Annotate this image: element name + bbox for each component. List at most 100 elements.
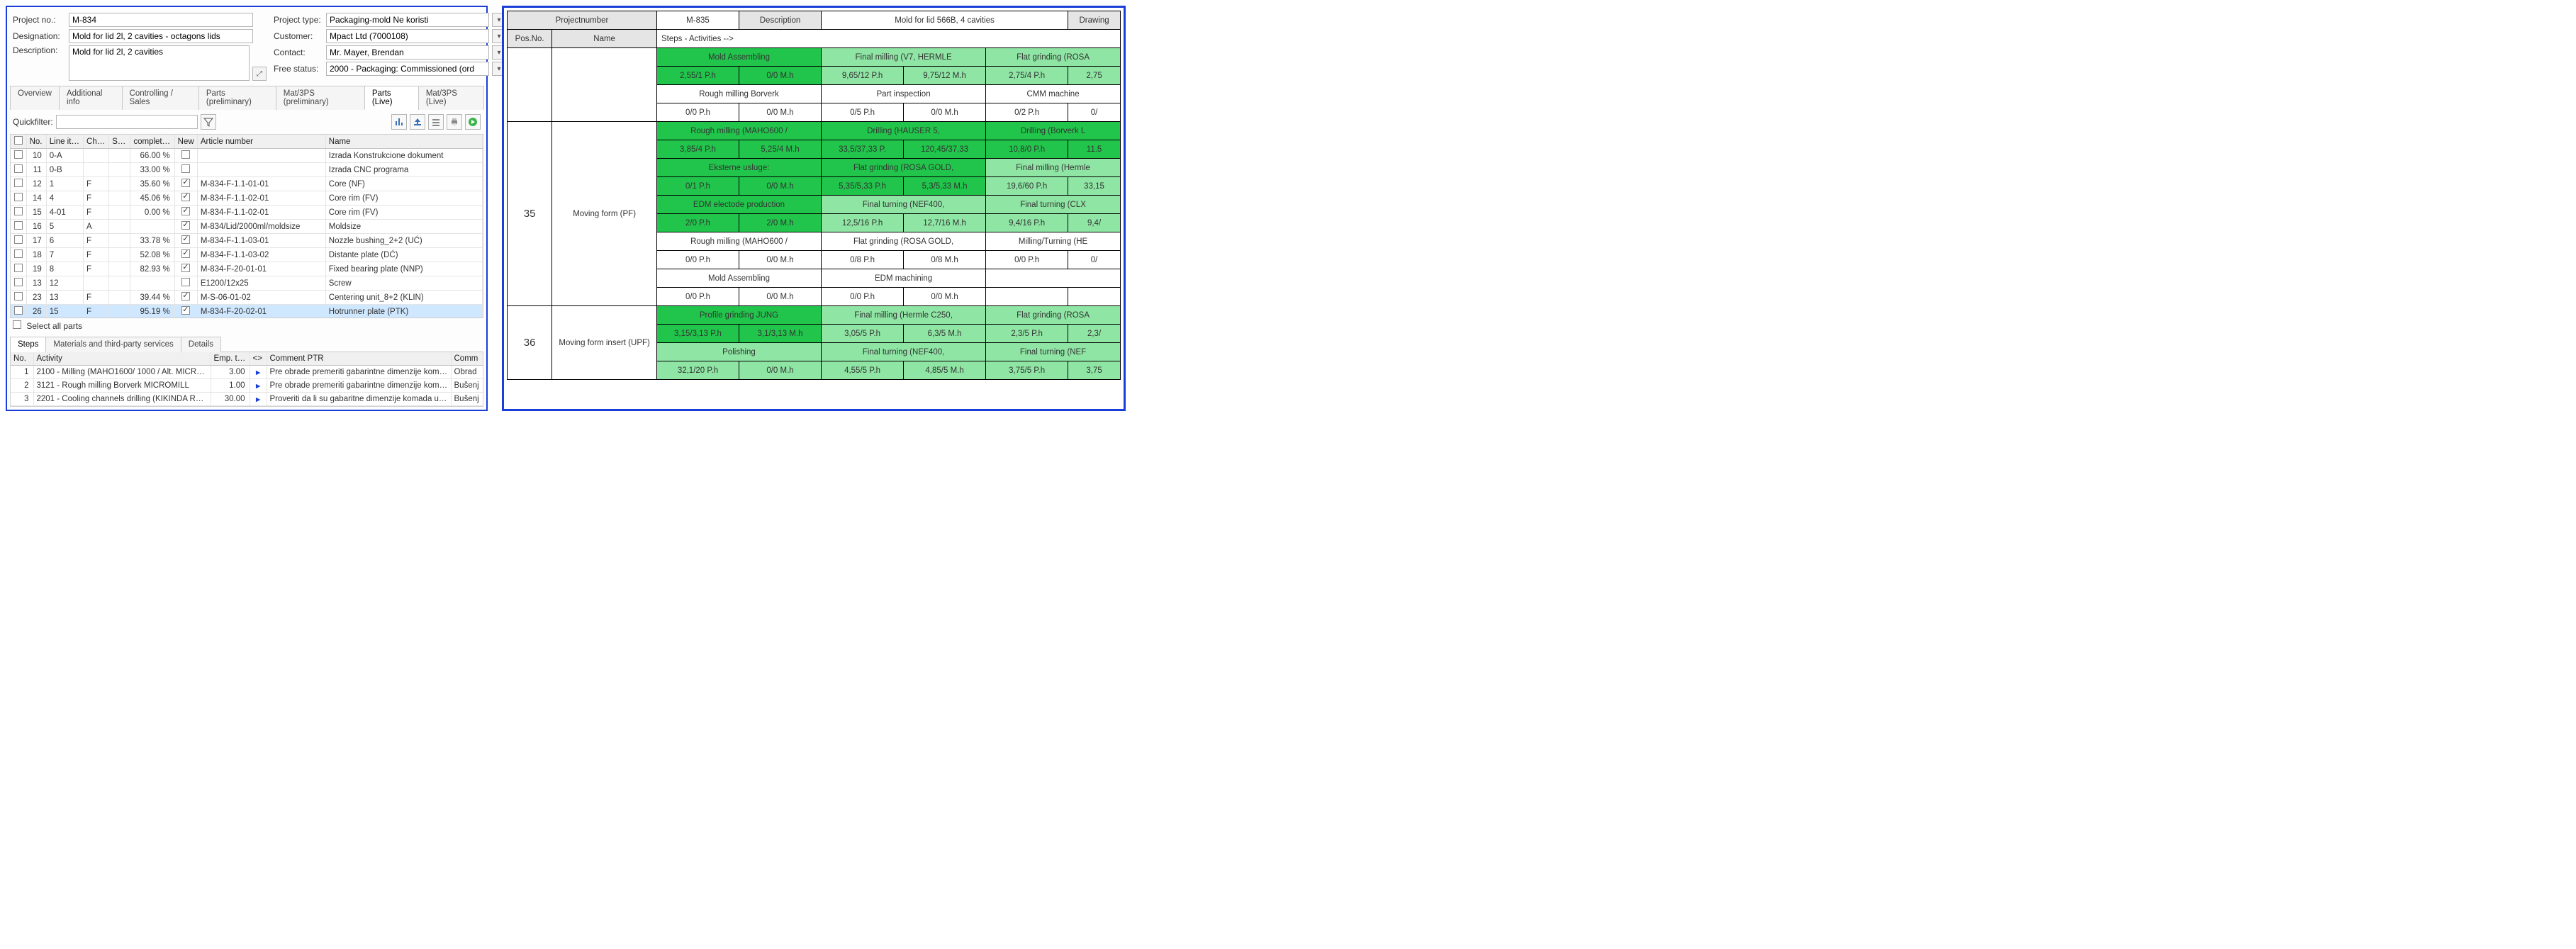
activity-cell: Final milling (Hermle C250, <box>822 306 986 325</box>
activity-cell: 5,3/5,33 M.h <box>904 177 986 196</box>
col-header[interactable]: Cha… <box>84 135 109 149</box>
customer-input[interactable] <box>326 29 489 43</box>
filter-icon[interactable] <box>201 114 216 130</box>
new-checkbox[interactable] <box>181 164 190 173</box>
row-checkbox[interactable] <box>14 193 23 201</box>
tab-additional-info[interactable]: Additional info <box>59 86 123 110</box>
step-col-header[interactable]: Activity <box>33 352 211 365</box>
step-row[interactable]: 12100 - Milling (MAHO1600/ 1000 / Alt. M… <box>11 365 483 378</box>
projecttype-input[interactable] <box>326 13 489 27</box>
subtab-steps[interactable]: Steps <box>10 337 46 352</box>
new-checkbox[interactable] <box>181 207 190 215</box>
select-all-checkbox[interactable] <box>13 320 21 329</box>
step-row[interactable]: 23121 - Rough milling Borverk MICROMILL1… <box>11 378 483 392</box>
row-checkbox[interactable] <box>14 221 23 230</box>
freestatus-input[interactable] <box>326 62 489 76</box>
new-checkbox[interactable] <box>181 264 190 272</box>
activity-cell: 3,85/4 P.h <box>656 140 739 159</box>
description-textarea[interactable] <box>69 45 250 81</box>
contact-label: Contact: <box>274 47 323 57</box>
activity-cell: Mold Assembling <box>656 48 821 67</box>
play-icon[interactable] <box>465 114 481 130</box>
table-row[interactable]: 187F52.08 %M-834-F-1.1-03-02Distante pla… <box>11 248 483 262</box>
new-checkbox[interactable] <box>181 235 190 244</box>
tab-controlling-sales[interactable]: Controlling / Sales <box>122 86 199 110</box>
col-header[interactable] <box>11 135 26 149</box>
header-checkbox[interactable] <box>14 136 23 145</box>
step-col-header[interactable]: Comm <box>451 352 483 365</box>
row-checkbox[interactable] <box>14 164 23 173</box>
table-row[interactable]: 1312E1200/12x25Screw <box>11 276 483 291</box>
sub-tabs: StepsMaterials and third-party servicesD… <box>10 336 483 352</box>
table-row[interactable]: 2615F95.19 %M-834-F-20-02-01Hotrunner pl… <box>11 305 483 319</box>
row-checkbox[interactable] <box>14 150 23 159</box>
activity-cell: 12,5/16 P.h <box>822 214 904 232</box>
row-checkbox[interactable] <box>14 278 23 286</box>
row-checkbox[interactable] <box>14 235 23 244</box>
project-form-panel: Project no.: Designation: Description: ⤢… <box>6 6 488 411</box>
new-checkbox[interactable] <box>181 221 190 230</box>
row-checkbox[interactable] <box>14 306 23 315</box>
tab-mat-3ps-live-[interactable]: Mat/3PS (Live) <box>418 86 484 110</box>
activity-cell: 5,35/5,33 P.h <box>822 177 904 196</box>
step-col-header[interactable]: Comment PTR <box>267 352 451 365</box>
row-checkbox[interactable] <box>14 207 23 215</box>
table-row[interactable]: 144F45.06 %M-834-F-1.1-02-01Core rim (FV… <box>11 191 483 206</box>
step-col-header[interactable]: <> <box>250 352 267 365</box>
col-header[interactable]: Name <box>325 135 482 149</box>
tab-parts-preliminary-[interactable]: Parts (preliminary) <box>198 86 276 110</box>
row-checkbox[interactable] <box>14 292 23 301</box>
activity-cell: 19,6/60 P.h <box>986 177 1068 196</box>
activity-cell: 2,3/ <box>1068 325 1121 343</box>
export-icon[interactable] <box>410 114 425 130</box>
col-header[interactable]: No. <box>26 135 46 149</box>
designation-input[interactable] <box>69 29 253 43</box>
step-row[interactable]: 32201 - Cooling channels drilling (KIKIN… <box>11 392 483 405</box>
select-all-row[interactable]: Select all parts <box>10 318 483 333</box>
parts-grid[interactable]: No.Line ite…Cha…Sh…complete…NewArticle n… <box>10 134 483 318</box>
tab-overview[interactable]: Overview <box>10 86 60 110</box>
new-checkbox[interactable] <box>181 278 190 286</box>
print-icon[interactable] <box>447 114 462 130</box>
activity-cell: 0/5 P.h <box>822 103 904 122</box>
description-expand-icon[interactable]: ⤢ <box>252 67 267 81</box>
subtab-details[interactable]: Details <box>181 337 221 352</box>
new-checkbox[interactable] <box>181 179 190 187</box>
activity-cell: 9,75/12 M.h <box>904 67 986 85</box>
chart-icon[interactable] <box>391 114 407 130</box>
col-header[interactable]: Article number <box>197 135 325 149</box>
table-row[interactable]: 121F35.60 %M-834-F-1.1-01-01Core (NF) <box>11 177 483 191</box>
table-row[interactable]: 2313F39.44 %M-S-06-01-02Centering unit_8… <box>11 291 483 305</box>
col-header[interactable]: New <box>174 135 197 149</box>
col-header[interactable]: Line ite… <box>46 135 83 149</box>
table-row[interactable]: 176F33.78 %M-834-F-1.1-03-01Nozzle bushi… <box>11 234 483 248</box>
table-row[interactable]: 154-01F0.00 %M-834-F-1.1-02-01Core rim (… <box>11 206 483 220</box>
activity-cell: 2,75/4 P.h <box>986 67 1068 85</box>
col-header[interactable]: complete… <box>130 135 174 149</box>
new-checkbox[interactable] <box>181 249 190 258</box>
contact-input[interactable] <box>326 45 489 60</box>
new-checkbox[interactable] <box>181 193 190 201</box>
new-checkbox[interactable] <box>181 150 190 159</box>
table-row[interactable]: 165AM-834/Lid/2000ml/moldsizeMoldsize <box>11 220 483 234</box>
steps-grid[interactable]: No.ActivityEmp. ti…<>Comment PTRComm1210… <box>10 352 483 407</box>
new-checkbox[interactable] <box>181 306 190 315</box>
list-icon[interactable] <box>428 114 444 130</box>
quickfilter-input[interactable] <box>56 115 198 129</box>
activity-cell: Final milling (V7, HERMLE <box>822 48 986 67</box>
row-checkbox[interactable] <box>14 249 23 258</box>
table-row[interactable]: 110-B33.00 %Izrada CNC programa <box>11 163 483 177</box>
row-checkbox[interactable] <box>14 179 23 187</box>
step-col-header[interactable]: No. <box>11 352 33 365</box>
projectno-input[interactable] <box>69 13 253 27</box>
step-col-header[interactable]: Emp. ti… <box>211 352 250 365</box>
activity-cell: 0/0 M.h <box>739 67 822 85</box>
row-checkbox[interactable] <box>14 264 23 272</box>
table-row[interactable]: 100-A66.00 %Izrada Konstrukcione dokumen… <box>11 149 483 163</box>
col-header[interactable]: Sh… <box>109 135 130 149</box>
new-checkbox[interactable] <box>181 292 190 301</box>
tab-mat-3ps-preliminary-[interactable]: Mat/3PS (preliminary) <box>276 86 365 110</box>
table-row[interactable]: 198F82.93 %M-834-F-20-01-01Fixed bearing… <box>11 262 483 276</box>
subtab-materials-and-third-party-services[interactable]: Materials and third-party services <box>45 337 181 352</box>
tab-parts-live-[interactable]: Parts (Live) <box>364 86 419 110</box>
